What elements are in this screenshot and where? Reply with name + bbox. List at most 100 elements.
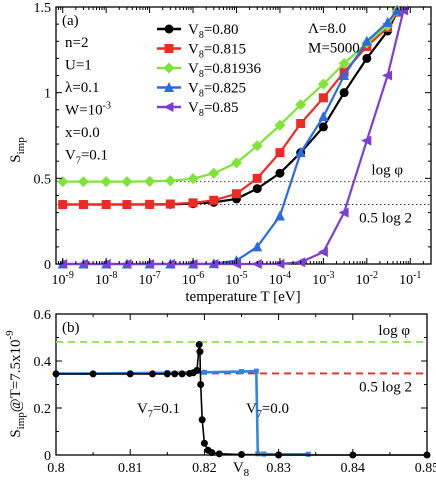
panel-a-parameter-text: x=0.0 xyxy=(65,125,100,141)
panel-b-y-tick-label: 0.6 xyxy=(34,308,52,323)
panel-a-legend-label: V8=0.80 xyxy=(188,22,239,41)
panel-b-y-tick-label: 0.2 xyxy=(34,402,52,417)
panel-b-x-tick-label: 0.8 xyxy=(47,461,65,476)
panel-a-data-point xyxy=(101,200,111,210)
panel-a-data-point xyxy=(231,157,243,169)
panel-b-curve-label: V7=0.1 xyxy=(137,401,180,420)
panel-b-data-point xyxy=(193,366,201,374)
panel-b-reference-label: 0.5 log 2 xyxy=(359,379,412,395)
panel-b-y-tick-label: 0 xyxy=(44,449,51,464)
panel-b-x-tick-label: 0.82 xyxy=(192,461,217,476)
panel-b-data-point xyxy=(163,370,171,378)
panel-a-data-point xyxy=(251,140,263,152)
panel-a-parameter-text: W=10 xyxy=(65,103,103,119)
panel-b-data-point xyxy=(197,381,205,388)
panel-b-y-axis-label: Simp@T=7.5x10-9 xyxy=(4,330,27,438)
panel-a-data-point xyxy=(208,167,220,179)
panel-a-data-point xyxy=(275,168,285,178)
panel-b-data-point xyxy=(208,449,216,457)
panel-a-legend-entry: V8=0.825 xyxy=(157,81,246,100)
panel-a-legend-label-tail: =0.815 xyxy=(204,42,246,58)
panel-a-data-point xyxy=(274,210,285,221)
panel-b-data-point xyxy=(195,341,203,349)
panel-a-y-ticks: 0 0.5 1 1.5 xyxy=(34,1,431,273)
panel-b-curve-labels: V7=0.1 V7=0.0 xyxy=(137,401,289,420)
panel-a-x-tick-label-exp: -1 xyxy=(413,270,421,281)
panel-a-x-tick-label: 10-2 xyxy=(356,270,378,288)
panel-b-data-point xyxy=(215,450,223,458)
panel-a-data-point xyxy=(122,200,132,210)
panel-a-legend-entry: V8=0.815 xyxy=(157,42,246,61)
panel-a-parameter-text: V xyxy=(65,148,76,164)
panel-a-y-tick-label: 1 xyxy=(44,87,51,102)
panel-a-parameter: n=2 xyxy=(65,35,88,51)
panel-a-x-axis-label: temperature T [eV] xyxy=(185,289,300,305)
panel-b-data-point xyxy=(148,370,156,378)
panel-a-x-tick-label-exp: -9 xyxy=(66,270,74,281)
panel-b-x-axis-label: V8 xyxy=(233,460,250,479)
panel-a-data-point xyxy=(188,198,198,208)
panel-a-legend-label-main: V xyxy=(188,22,199,38)
panel-b-data-point xyxy=(239,369,244,375)
panel-b-reference-lines: log φ 0.5 log 2 xyxy=(56,323,427,395)
panel-a-x-tick-label: 10-1 xyxy=(399,270,421,288)
panel-a-parameter-text: U=1 xyxy=(65,58,92,74)
panel-a-data-point xyxy=(295,147,306,158)
panel-a-parameter-tail: =0.1 xyxy=(81,148,108,164)
panel-a-parameter-sub: 7 xyxy=(76,156,81,167)
panel-b-x-tick-label: 0.83 xyxy=(266,461,291,476)
panel-a-legend-label-tail: =0.825 xyxy=(204,81,246,97)
panel-b-data-point xyxy=(171,370,179,378)
panel-a-x-ticks: 10-9 10-8 10-7 10-6 10-5 10-4 10-3 10-2 10-1 xyxy=(52,7,424,288)
panel-a-data-point xyxy=(362,53,372,63)
panel-b-y-axis-label-sub: imp xyxy=(15,412,27,430)
panel-a-x-tick-label-base: 10 xyxy=(95,273,109,288)
panel-b-data-point xyxy=(255,451,261,457)
panel-a-data-point xyxy=(382,16,393,27)
panel-a-legend-label-main: V xyxy=(188,42,199,58)
panel-a-data-point xyxy=(57,259,68,269)
panel-a-x-tick-label-base: 10 xyxy=(269,273,283,288)
panel-a-data-point xyxy=(77,176,89,188)
panel-a-y-tick-label: 0 xyxy=(44,258,51,273)
panel-a-data-point xyxy=(361,35,372,46)
panel-b-curve-label-tail: =0.0 xyxy=(262,401,289,417)
panel-a-x-tick-label-base: 10 xyxy=(399,273,413,288)
panel-a-legend-label-tail: =0.81936 xyxy=(204,61,262,77)
panel-a-legend-label-tail: =0.85 xyxy=(204,100,239,116)
panel-b-x-ticks: 0.8 0.81 0.82 0.83 0.84 0.85 xyxy=(47,314,436,476)
panel-a-data-point xyxy=(145,199,155,209)
panel-a-legend-label-sub: 8 xyxy=(199,89,204,100)
panel-a-x-tick-label-exp: -4 xyxy=(283,270,291,281)
panel-b-data-point xyxy=(200,439,208,447)
panel-b-curve-label-tail: =0.1 xyxy=(153,401,180,417)
panel-b-y-axis-label-sup: -9 xyxy=(4,330,16,340)
panel-a-parameter: λ=0.1 xyxy=(65,80,99,96)
panel-b-reference-label: log φ xyxy=(378,323,410,339)
panel-a-data-point xyxy=(275,148,285,158)
panel-a-data-point xyxy=(100,176,112,188)
panel-a-x-tick-label-exp: -7 xyxy=(152,270,160,281)
panel-a-legend-label-main: V xyxy=(188,100,199,116)
panel-a-x-tick-label: 10-4 xyxy=(269,270,291,288)
panel-a-y-tick-label: 0.5 xyxy=(34,172,52,187)
panel-a-legend-marker xyxy=(164,44,174,53)
panel-a-legend-label-sub: 8 xyxy=(199,69,204,80)
panel-a-legend-label-main: V xyxy=(188,61,199,77)
panel-a-parameters: n=2 U=1 λ=0.1 W=10-3 x=0.0 V7=0.1 xyxy=(65,35,111,167)
panel-b-x-tick-label: 0.85 xyxy=(415,461,436,476)
panel-a-data-point xyxy=(78,200,88,210)
panel-b-series xyxy=(52,341,431,459)
panel-a-data-point xyxy=(382,70,393,81)
panel-a-parameter: x=0.0 xyxy=(65,125,100,141)
panel-a-x-tick-label-base: 10 xyxy=(312,273,326,288)
panel-a-x-tick-label-exp: -5 xyxy=(239,270,247,281)
panel-a-x-tick-label-base: 10 xyxy=(52,273,66,288)
panel-a-y-axis-label: Simp xyxy=(8,137,27,163)
panel-a-data-point xyxy=(339,88,349,98)
panel-a-legend-marker xyxy=(164,24,174,34)
panel-b-curve-label: V7=0.0 xyxy=(246,401,289,420)
panel-a-legend-label-tail: =0.80 xyxy=(204,22,239,38)
panel-b-data-point xyxy=(198,416,206,424)
